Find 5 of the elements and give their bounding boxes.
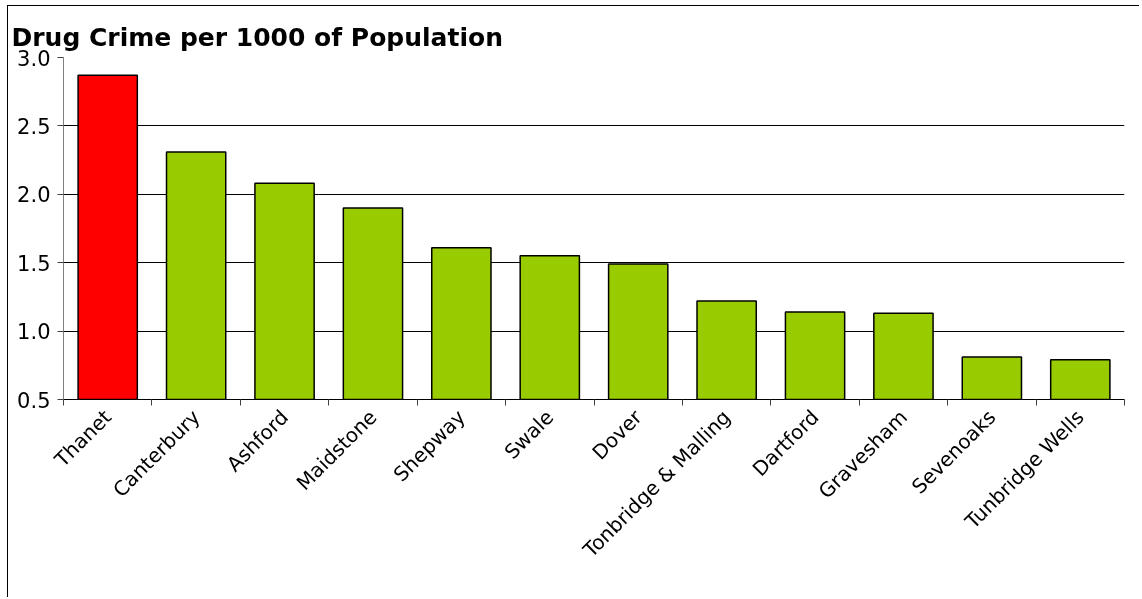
y-tick-label: 2.0 [17,183,51,208]
y-tick-label: 0.5 [17,388,51,413]
y-tick-label: 2.5 [17,114,51,139]
y-tick-label: 1.5 [17,251,51,276]
y-tick-label: 1.0 [17,320,51,345]
